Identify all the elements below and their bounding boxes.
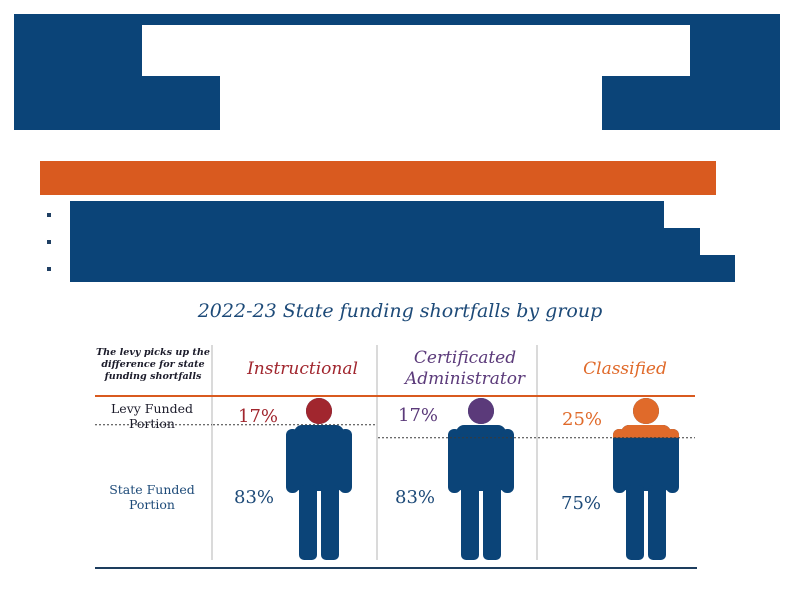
state-pct-certificated: 83%: [395, 487, 436, 508]
header-title-box-lower: [220, 76, 602, 130]
bullet-text-bar-1: [70, 201, 664, 228]
bullet-marker-2: [47, 240, 51, 244]
levy-pct-classified: 25%: [562, 409, 603, 430]
chart-note: The levy picks up the difference for sta…: [96, 347, 210, 382]
levy-pct-certificated: 17%: [398, 405, 439, 426]
levy-portion-certificated: [468, 398, 494, 424]
chart-title: 2022-23 State funding shortfalls by grou…: [197, 300, 603, 322]
group-label-certificated: Certificated Administrator: [404, 348, 526, 389]
bullet-text-bar-3: [70, 255, 735, 282]
levy-portion-instructional: [306, 398, 332, 424]
levy-pct-instructional: 17%: [238, 406, 279, 427]
bullet-text-bar-2: [70, 228, 700, 255]
group-label-instructional: Instructional: [247, 359, 358, 379]
header-title-box-upper: [142, 25, 690, 76]
group-label-classified: Classified: [583, 359, 667, 379]
row-label-state: State Funded Portion: [109, 482, 195, 512]
bullet-marker-3: [47, 267, 51, 271]
state-pct-instructional: 83%: [234, 487, 275, 508]
person-figure-classified: [613, 398, 679, 560]
row-label-levy: Levy Funded Portion: [111, 401, 193, 431]
bullet-marker-1: [47, 213, 51, 217]
section-heading-bar: [40, 161, 716, 195]
state-pct-classified: 75%: [561, 493, 602, 514]
levy-portion-classified: [613, 398, 679, 438]
